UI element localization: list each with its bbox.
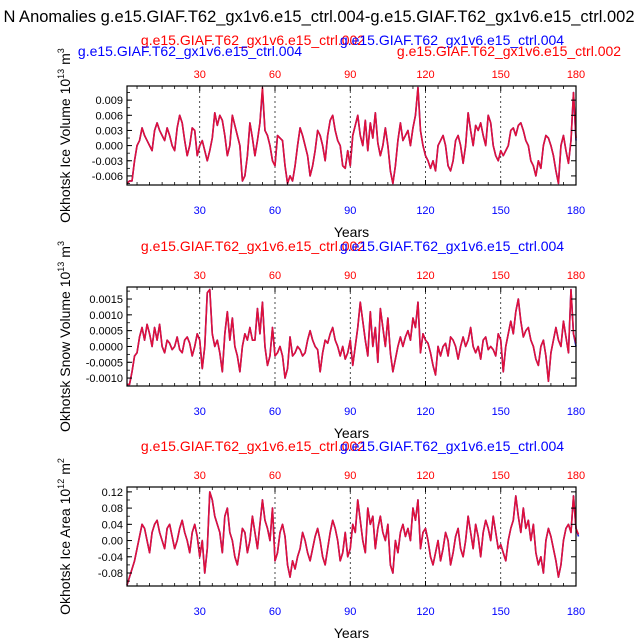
x-tick-label-bottom: 150 — [492, 205, 510, 217]
series-line-ctrl-002 — [127, 288, 577, 386]
x-tick-label-top: 180 — [567, 470, 585, 482]
x-tick-label-bottom: 120 — [416, 406, 434, 418]
x-tick-label-top: 180 — [567, 69, 585, 81]
y-axis-label-main: Okhotsk Snow Volume 10 — [57, 271, 73, 432]
panel-right-title: g.e15.GIAF.T62_gx1v6.e15_ctrl.002 — [397, 43, 621, 59]
plot-frame — [126, 286, 577, 387]
x-tick-label-top: 150 — [492, 470, 510, 482]
series-line-ctrl-004 — [127, 288, 577, 386]
panel-title-ctrl-004: g.e15.GIAF.T62_gx1v6.e15_ctrl.004 — [340, 238, 564, 254]
y-tick-label: -0.003 — [92, 156, 123, 168]
x-axis-label: Years — [334, 625, 369, 638]
x-tick-label-top: 90 — [344, 470, 356, 482]
x-tick-label-top: 150 — [492, 270, 510, 282]
x-tick-label-bottom: 120 — [416, 205, 434, 217]
chart-panel-3: -0.08 -0.04 0.00 0.04 0.08 0.12 30 30 60 60 90 90 12… — [56, 438, 585, 638]
x-tick-label-top: 120 — [416, 270, 434, 282]
y-tick-label: 0.009 — [95, 95, 123, 107]
x-tick-label-bottom: 120 — [416, 606, 434, 618]
y-axis-label-main: Okhotsk Ice Volume 10 — [57, 79, 73, 223]
y-axis-label-exp: 13 — [56, 69, 66, 79]
y-tick-label: -0.08 — [98, 568, 123, 580]
y-axis-label-unit: m — [57, 53, 73, 65]
y-axis-label-exp: 12 — [56, 479, 66, 489]
x-tick-label-top: 120 — [416, 69, 434, 81]
y-axis-label-unit: m — [57, 246, 73, 258]
plot-frame — [126, 486, 577, 587]
series-line-ctrl-004 — [126, 86, 577, 185]
x-tick-label-top: 30 — [194, 270, 206, 282]
plot-frame — [126, 85, 577, 186]
x-tick-label-bottom: 90 — [344, 205, 356, 217]
x-tick-label-bottom: 180 — [567, 606, 585, 618]
y-tick-label: 0.003 — [95, 125, 123, 137]
y-tick-label: -0.0010 — [86, 373, 123, 385]
series-line-ctrl-002 — [126, 86, 577, 185]
panel-title-ctrl-002: g.e15.GIAF.T62_gx1v6.e15_ctrl.002 — [141, 438, 365, 454]
y-axis-label: Okhotsk Snow Volume 1013 m3 — [56, 241, 73, 432]
panel-title-ctrl-004: g.e15.GIAF.T62_gx1v6.e15_ctrl.004 — [340, 438, 564, 454]
x-tick-label-top: 60 — [269, 270, 281, 282]
page-title: N Anomalies g.e15.GIAF.T62_gx1v6.e15_ctr… — [3, 8, 634, 26]
x-tick-label-bottom: 150 — [492, 406, 510, 418]
x-tick-label-top: 60 — [269, 69, 281, 81]
panel-title-ctrl-004: g.e15.GIAF.T62_gx1v6.e15_ctrl.004 — [340, 32, 564, 48]
panel-left-title: g.e15.GIAF.T62_gx1v6.e15_ctrl.004 — [78, 43, 302, 59]
series-line-ctrl-002 — [126, 491, 580, 586]
x-tick-label-bottom: 60 — [269, 205, 281, 217]
panel-title-ctrl-002: g.e15.GIAF.T62_gx1v6.e15_ctrl.002 — [141, 238, 365, 254]
x-tick-label-bottom: 180 — [567, 406, 585, 418]
y-axis-label: Okhotsk Ice Volume 1013 m3 — [56, 48, 73, 223]
x-tick-label-bottom: 150 — [492, 606, 510, 618]
series-line-ctrl-004 — [126, 491, 580, 586]
x-tick-label-top: 30 — [194, 69, 206, 81]
y-tick-label: 0.0010 — [89, 310, 123, 322]
x-tick-label-bottom: 30 — [194, 606, 206, 618]
y-axis-label-unit-exp: 3 — [56, 241, 66, 246]
y-axis-label-exp: 13 — [56, 262, 66, 272]
x-axis-label: Years — [334, 224, 369, 240]
y-tick-label: 0.08 — [102, 503, 123, 515]
y-axis-label: Okhotsk Ice Area 1012 m2 — [56, 458, 73, 615]
y-tick-label: -0.04 — [98, 552, 123, 564]
x-tick-label-top: 120 — [416, 470, 434, 482]
chart-panel-2: -0.0010 -0.0005 0.0000 0.0005 0.0010 0.0015 30… — [56, 238, 585, 441]
y-axis-label-main: Okhotsk Ice Area 10 — [57, 489, 73, 615]
y-axis-label-unit-exp: 2 — [56, 458, 66, 463]
x-tick-label-top: 30 — [194, 470, 206, 482]
y-axis-label-unit: m — [57, 463, 73, 475]
x-tick-label-bottom: 60 — [269, 406, 281, 418]
y-tick-label: 0.000 — [95, 141, 123, 153]
y-tick-label: 0.0015 — [89, 294, 123, 306]
x-tick-label-top: 60 — [269, 470, 281, 482]
chart-panel-1: -0.006 -0.003 0.000 0.003 0.006 0.009 30 30 60 60… — [56, 32, 621, 240]
y-tick-label: 0.12 — [102, 487, 123, 499]
x-tick-label-bottom: 60 — [269, 606, 281, 618]
x-tick-label-top: 180 — [567, 270, 585, 282]
y-tick-label: 0.00 — [102, 536, 123, 548]
y-tick-label: -0.006 — [92, 171, 123, 183]
x-tick-label-bottom: 90 — [344, 406, 356, 418]
y-axis-label-unit-exp: 3 — [56, 48, 66, 53]
y-tick-label: 0.0005 — [89, 326, 123, 338]
x-tick-label-top: 150 — [492, 69, 510, 81]
x-tick-label-bottom: 30 — [194, 406, 206, 418]
y-tick-label: 0.0000 — [89, 341, 123, 353]
x-axis-label: Years — [334, 425, 369, 441]
x-tick-label-top: 90 — [344, 69, 356, 81]
y-tick-label: -0.0005 — [86, 357, 123, 369]
x-tick-label-bottom: 90 — [344, 606, 356, 618]
y-tick-label: 0.04 — [102, 519, 123, 531]
x-tick-label-bottom: 30 — [194, 205, 206, 217]
panel-title-ctrl-002: g.e15.GIAF.T62_gx1v6.e15_ctrl.002 — [141, 32, 365, 48]
y-tick-label: 0.006 — [95, 110, 123, 122]
x-tick-label-bottom: 180 — [567, 205, 585, 217]
x-tick-label-top: 90 — [344, 270, 356, 282]
